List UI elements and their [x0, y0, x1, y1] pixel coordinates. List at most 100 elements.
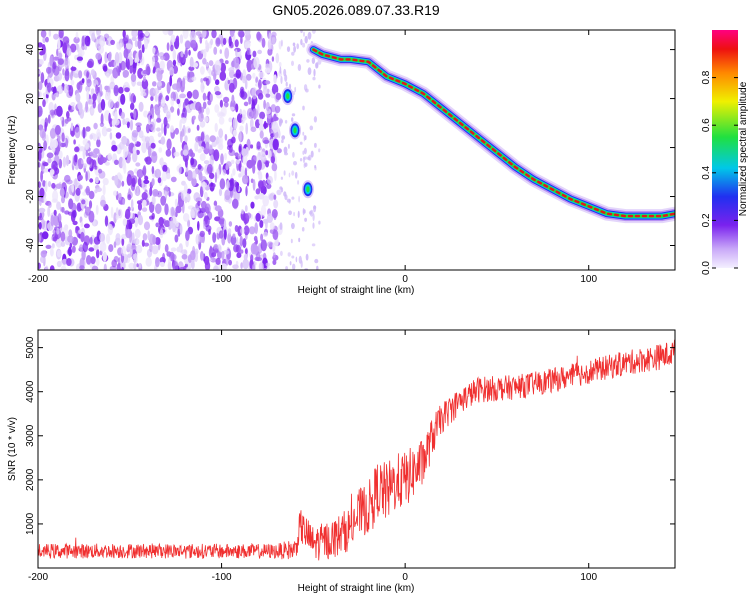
noise-speckle — [59, 187, 65, 197]
noise-speckle — [83, 163, 87, 169]
noise-speckle — [224, 152, 227, 161]
noise-speckle — [197, 164, 202, 170]
noise-speckle — [308, 154, 312, 161]
noise-speckle — [166, 138, 172, 151]
noise-speckle — [74, 126, 81, 139]
noise-speckle — [119, 42, 122, 49]
noise-speckle — [137, 177, 142, 187]
noise-speckle — [283, 68, 287, 77]
noise-speckle — [234, 47, 241, 53]
noise-speckle — [202, 92, 207, 101]
noise-speckle — [160, 195, 167, 206]
noise-speckle — [93, 122, 98, 130]
noise-speckle — [211, 30, 217, 39]
noise-speckle — [218, 230, 224, 239]
noise-speckle — [272, 259, 277, 265]
noise-speckle — [203, 220, 206, 230]
noise-speckle — [162, 252, 166, 263]
noise-speckle — [169, 67, 175, 76]
noise-speckle — [129, 248, 133, 256]
noise-speckle — [292, 263, 296, 270]
noise-speckle — [121, 245, 127, 257]
noise-speckle — [155, 257, 160, 268]
noise-speckle — [188, 49, 191, 56]
noise-speckle — [85, 150, 89, 157]
noise-speckle — [141, 192, 148, 201]
noise-speckle — [62, 42, 68, 54]
figure-title: GN05.2026.089.07.33.R19 — [272, 2, 440, 18]
noise-speckle — [134, 40, 139, 48]
noise-speckle — [242, 238, 247, 249]
noise-speckle — [197, 200, 201, 207]
noise-speckle — [152, 81, 157, 87]
noise-speckle — [121, 266, 124, 270]
noise-speckle — [223, 249, 230, 255]
noise-speckle — [90, 88, 95, 95]
noise-speckle — [39, 59, 44, 65]
noise-speckle — [232, 117, 238, 130]
noise-speckle — [105, 233, 111, 244]
noise-speckle — [259, 220, 264, 228]
noise-speckle — [134, 228, 141, 239]
noise-speckle — [226, 169, 230, 175]
noise-speckle — [89, 236, 93, 245]
noise-speckle — [162, 30, 169, 36]
noise-speckle — [104, 57, 109, 63]
noise-speckle — [38, 149, 42, 162]
noise-speckle — [273, 74, 277, 84]
noise-speckle — [215, 37, 221, 47]
noise-speckle — [288, 172, 291, 178]
noise-speckle — [106, 128, 112, 132]
noise-speckle — [131, 36, 137, 41]
noise-speckle — [103, 263, 107, 270]
noise-speckle — [303, 156, 308, 160]
noise-speckle — [176, 246, 182, 253]
noise-speckle — [192, 89, 199, 100]
noise-speckle — [130, 73, 137, 83]
noise-speckle — [38, 81, 43, 91]
noise-speckle — [55, 183, 63, 189]
noise-speckle — [108, 112, 111, 124]
snr-series-line — [38, 339, 675, 561]
noise-speckle — [115, 214, 119, 220]
noise-speckle — [109, 81, 116, 90]
noise-speckle — [227, 232, 232, 244]
noise-speckle — [255, 89, 263, 97]
noise-speckle — [88, 190, 95, 200]
noise-speckle — [165, 95, 170, 102]
noise-speckle — [263, 120, 267, 130]
noise-speckle — [250, 126, 257, 133]
noise-speckle — [267, 175, 273, 185]
noise-speckle — [228, 67, 235, 73]
noise-speckle — [90, 108, 95, 115]
noise-speckle — [86, 60, 93, 68]
noise-speckle — [93, 148, 100, 155]
noise-speckle — [262, 195, 270, 207]
noise-speckle — [64, 210, 70, 215]
noise-speckle — [179, 34, 184, 44]
noise-speckle — [213, 200, 218, 207]
noise-speckle — [288, 210, 292, 216]
noise-speckle — [261, 37, 266, 48]
signal-blob — [293, 127, 297, 134]
noise-speckle — [258, 192, 265, 200]
snr-frame — [37, 329, 676, 569]
noise-speckle — [284, 152, 288, 156]
noise-speckle — [205, 39, 208, 47]
noise-speckle — [49, 265, 55, 270]
noise-speckle — [84, 35, 91, 47]
noise-speckle — [115, 132, 122, 139]
noise-speckle — [159, 60, 165, 71]
noise-speckle — [68, 198, 74, 210]
noise-speckle — [228, 259, 233, 266]
noise-speckle — [99, 122, 105, 128]
noise-speckle — [298, 237, 301, 243]
noise-speckle — [228, 82, 235, 93]
noise-speckle — [172, 59, 177, 67]
y-tick-label: 3000 — [25, 424, 36, 447]
noise-speckle — [232, 233, 236, 238]
noise-speckle — [276, 148, 282, 154]
noise-speckle — [271, 84, 279, 95]
noise-speckle — [58, 52, 63, 60]
noise-speckle — [149, 215, 154, 220]
